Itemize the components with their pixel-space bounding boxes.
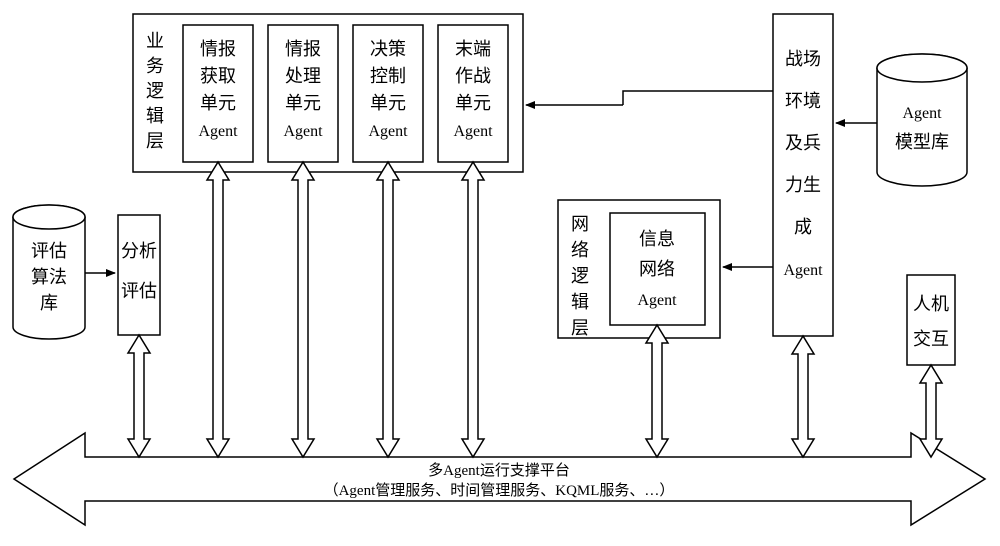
analysis-eval-line2: 评估	[121, 281, 157, 301]
hci-l2: 交互	[913, 329, 949, 349]
dblarrow-terminal-bus	[462, 162, 484, 457]
agent-model-lib-l2: 模型库	[895, 132, 949, 152]
platform-line2: （Agent管理服务、时间管理服务、KQML服务、…）	[324, 482, 675, 499]
battlefield-agent-box: 战场 环境 及兵 力生 成 Agent	[773, 14, 833, 336]
platform-line1: 多Agent运行支撑平台	[428, 462, 570, 479]
terminal-combat-l2: 作战	[455, 66, 491, 86]
dblarrow-battlefield-bus	[792, 336, 814, 457]
network-layer-label-c2: 络	[571, 240, 589, 260]
intel-process-l4: Agent	[283, 123, 323, 140]
business-layer-label-c4: 辑	[146, 106, 164, 126]
intel-acquire-l3: 单元	[200, 93, 236, 113]
dblarrow-intel-acquire-bus	[207, 162, 229, 457]
dblarrow-intel-process-bus	[292, 162, 314, 457]
battlefield-l6: Agent	[783, 262, 823, 279]
dblarrow-hci-bus	[920, 365, 942, 457]
battlefield-l4: 力生	[785, 175, 821, 195]
network-layer-label-c1: 网	[571, 214, 589, 234]
analysis-eval-box: 分析 评估	[118, 215, 160, 335]
business-layer-container: 业 务 逻 辑 层 情报 获取 单元 Agent 情报 处理 单元 Agent …	[133, 14, 523, 172]
info-network-l3: Agent	[637, 292, 677, 309]
eval-algo-lib-line2: 算法	[31, 267, 67, 287]
dblarrow-decision-bus	[377, 162, 399, 457]
dblarrow-analysis-bus	[128, 335, 150, 457]
info-network-l2: 网络	[639, 259, 675, 279]
diagram-root: 评估 算法 库 分析 评估 业 务 逻 辑 层 情报 获取 单元 Agent 情…	[0, 0, 1000, 546]
network-layer-container: 网 络 逻 辑 层 信息 网络 Agent	[558, 200, 720, 338]
decision-control-l4: Agent	[368, 123, 408, 140]
eval-algo-lib-line3: 库	[40, 293, 58, 313]
battlefield-l3: 及兵	[785, 133, 821, 153]
network-layer-label-c4: 辑	[571, 292, 589, 312]
terminal-combat-l4: Agent	[453, 123, 493, 140]
info-network-l1: 信息	[639, 229, 675, 249]
eval-algo-lib-line1: 评估	[31, 241, 67, 261]
battlefield-l2: 环境	[785, 91, 821, 111]
intel-acquire-l4: Agent	[198, 123, 238, 140]
intel-process-l3: 单元	[285, 93, 321, 113]
intel-acquire-l2: 获取	[200, 66, 236, 86]
business-layer-label-c1: 业	[146, 31, 164, 51]
platform-bus: 多Agent运行支撑平台 （Agent管理服务、时间管理服务、KQML服务、…）	[14, 433, 985, 525]
business-layer-label-c2: 务	[146, 56, 164, 76]
network-layer-label-c5: 层	[571, 318, 589, 338]
hci-box: 人机 交互	[907, 275, 955, 365]
dblarrow-network-bus	[646, 325, 668, 457]
agent-model-lib-l1: Agent	[902, 105, 942, 122]
agent-model-lib-cylinder: Agent 模型库	[877, 54, 967, 186]
hci-l1: 人机	[913, 294, 949, 314]
battlefield-l1: 战场	[785, 49, 821, 69]
terminal-combat-l1: 末端	[455, 39, 491, 59]
business-layer-label-c3: 逻	[146, 81, 164, 101]
eval-algo-lib-cylinder: 评估 算法 库	[13, 205, 85, 339]
intel-acquire-l1: 情报	[200, 39, 236, 59]
intel-process-l2: 处理	[285, 66, 321, 86]
decision-control-l1: 决策	[370, 39, 406, 59]
network-layer-label-c3: 逻	[571, 266, 589, 286]
business-layer-label-c5: 层	[146, 131, 164, 151]
decision-control-l2: 控制	[370, 66, 406, 86]
decision-control-l3: 单元	[370, 93, 406, 113]
battlefield-l5: 成	[794, 217, 812, 237]
terminal-combat-l3: 单元	[455, 93, 491, 113]
arrow-battlefield-to-business	[526, 91, 773, 105]
intel-process-l1: 情报	[285, 39, 321, 59]
analysis-eval-line1: 分析	[121, 241, 157, 261]
